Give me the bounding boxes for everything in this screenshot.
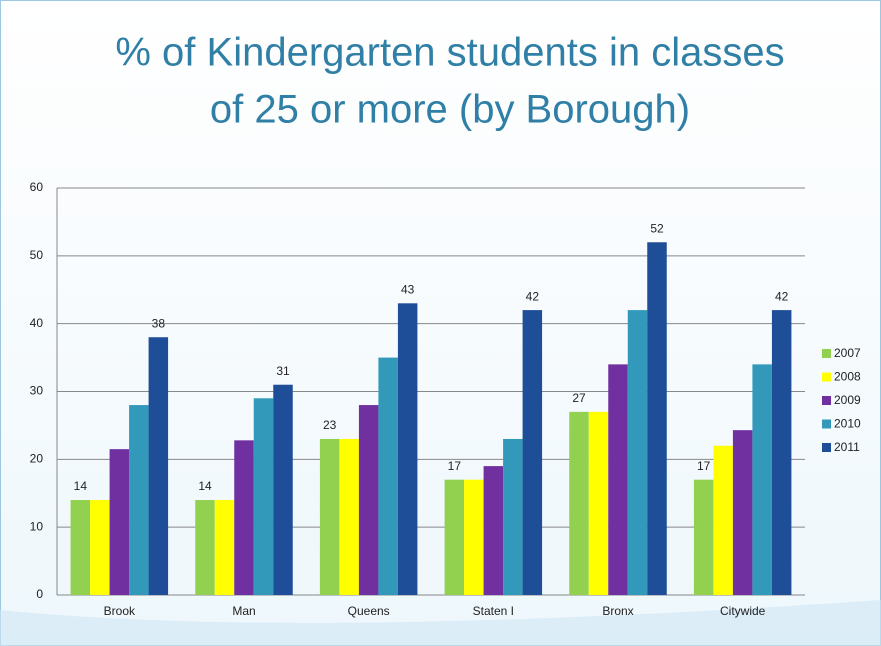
data-label: 14: [74, 479, 88, 493]
bar: [503, 438, 523, 595]
bar: [397, 303, 418, 595]
bar: [647, 242, 667, 595]
legend-swatch: [822, 349, 831, 358]
data-label: 17: [448, 459, 462, 473]
x-tick-label: Citywide: [720, 604, 766, 618]
bar: [273, 384, 293, 595]
data-label: 23: [323, 418, 337, 432]
bar: [464, 479, 484, 595]
bar: [148, 337, 169, 595]
y-tick-label: 40: [30, 316, 44, 330]
data-label: 17: [697, 459, 711, 473]
bar: [752, 364, 772, 595]
legend-label: 2008: [834, 370, 861, 384]
bar: [234, 440, 254, 595]
decor-wave: [0, 600, 881, 646]
bar: [627, 310, 648, 595]
bar: [339, 438, 359, 595]
x-tick-label: Brook: [104, 604, 136, 618]
bar: [771, 310, 792, 595]
bar: [358, 405, 379, 595]
x-tick-label: Queens: [348, 604, 390, 618]
bar: [195, 500, 215, 595]
bar: [483, 466, 504, 595]
y-tick-label: 60: [30, 180, 44, 194]
legend-label: 2007: [834, 346, 861, 360]
x-tick-label: Bronx: [602, 604, 633, 618]
bar: [732, 430, 753, 595]
data-label: 42: [775, 289, 789, 303]
y-tick-label: 50: [30, 248, 44, 262]
data-label: 42: [526, 289, 540, 303]
bar: [109, 449, 130, 595]
chart-title: of 25 or more (by Borough): [210, 88, 690, 132]
data-label: 43: [401, 282, 415, 296]
y-tick-label: 30: [30, 384, 44, 398]
bar: [522, 310, 543, 595]
legend-label: 2010: [834, 417, 861, 431]
legend-swatch: [822, 396, 831, 405]
bar: [713, 445, 733, 595]
data-label: 27: [572, 391, 586, 405]
bar: [319, 438, 340, 595]
x-tick-label: Staten I: [473, 604, 514, 618]
legend-swatch: [822, 419, 831, 429]
legend-swatch: [822, 372, 831, 382]
bar: [253, 398, 274, 595]
bar: [70, 500, 91, 595]
bar: [378, 357, 398, 595]
bar: [444, 479, 465, 595]
bar: [693, 479, 714, 595]
legend-swatch: [822, 443, 831, 452]
data-label: 14: [198, 479, 212, 493]
y-tick-label: 20: [30, 452, 44, 466]
bar: [569, 411, 589, 595]
bar: [129, 405, 149, 595]
legend-label: 2009: [834, 393, 861, 407]
x-tick-label: Man: [232, 604, 255, 618]
y-tick-label: 10: [30, 519, 44, 533]
data-label: 52: [650, 221, 664, 235]
bar: [90, 500, 110, 595]
bar: [214, 500, 235, 595]
bar: [588, 411, 609, 595]
y-tick-label: 0: [36, 587, 43, 601]
data-label: 38: [152, 316, 166, 330]
legend-label: 2011: [834, 440, 860, 454]
bar: [608, 364, 628, 595]
chart-title: % of Kindergarten students in classes: [115, 31, 784, 75]
data-label: 31: [276, 364, 290, 378]
